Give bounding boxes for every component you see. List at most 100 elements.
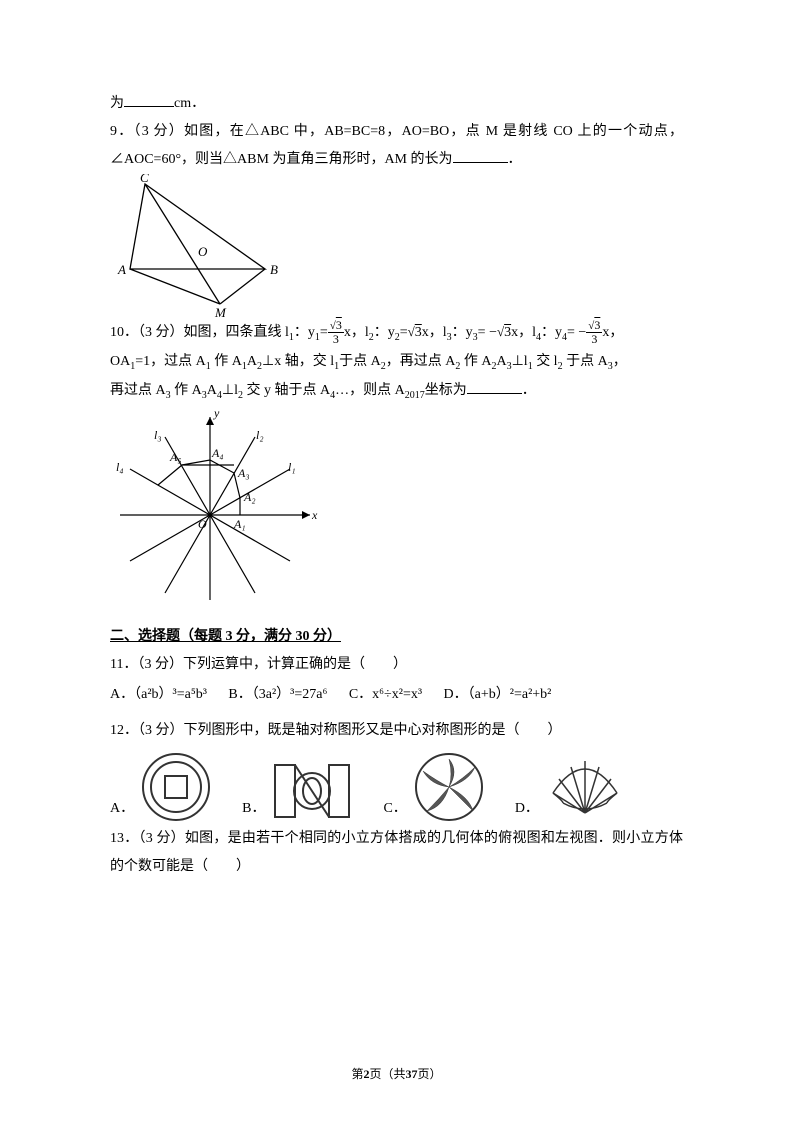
line-bm bbox=[220, 269, 265, 304]
lbl-l3: l₃ bbox=[154, 428, 162, 442]
page-footer: 第2页（共37页） bbox=[0, 1065, 793, 1082]
q10-l2: ：y bbox=[374, 325, 395, 340]
lbl-a1: A₁ bbox=[233, 517, 246, 531]
q8-unit: cm． bbox=[174, 96, 205, 111]
q10-a3: x，l bbox=[511, 325, 536, 340]
lbl-x: x bbox=[311, 508, 318, 522]
label-c: C bbox=[140, 174, 149, 185]
q11-stem: 11．（3 分）下列运算中，计算正确的是（ ） bbox=[110, 651, 683, 679]
q10l3h: ． bbox=[522, 383, 536, 398]
q10-l4: ：y bbox=[541, 325, 562, 340]
q10l2f: 于点 A bbox=[339, 354, 381, 369]
q11-b: B．（3a²）³=27a⁶ bbox=[228, 681, 327, 709]
line-cm bbox=[145, 184, 220, 304]
q10-line2: OA1=1，过点 A1 作 A1A2⊥x 轴，交 l1于点 A2，再过点 A2 … bbox=[110, 348, 683, 377]
q10-l3: ：y bbox=[452, 325, 473, 340]
q10l2a: OA bbox=[110, 354, 130, 369]
q9-suffix: ． bbox=[508, 152, 522, 167]
q10l3g: 坐标为 bbox=[425, 383, 467, 398]
q10l3c: A bbox=[207, 383, 217, 398]
q10l2j: ⊥l bbox=[512, 354, 528, 369]
q10-blank bbox=[467, 379, 522, 394]
section2-title: 二、选择题（每题 3 分，满分 30 分） bbox=[110, 623, 683, 651]
frac1-num: 3 bbox=[336, 318, 342, 332]
label-o: O bbox=[198, 244, 208, 259]
q12-cell-b: B． bbox=[242, 759, 353, 823]
label-a: A bbox=[117, 262, 126, 277]
shape-n-icon bbox=[271, 759, 353, 823]
shape-fan-icon bbox=[545, 751, 625, 823]
frac2: √33 bbox=[586, 319, 602, 346]
q10-a1: x，l bbox=[344, 325, 369, 340]
q11-c: C．x⁶÷x²=x³ bbox=[349, 681, 422, 709]
footer-prefix: 第 bbox=[351, 1067, 363, 1081]
lbl-a4: A₄ bbox=[211, 446, 224, 460]
page-content: 为 cm． 9．（3 分）如图，在△ABC 中，AB=BC=8，AO=BO，点 M… bbox=[0, 0, 793, 921]
q12-a-label: A． bbox=[110, 795, 134, 823]
frac1-den: 3 bbox=[328, 333, 344, 346]
lbl-l1: l₁ bbox=[288, 460, 296, 474]
shape-coin-icon bbox=[140, 751, 212, 823]
q11-choices: A．（a²b）³=a⁵b³ B．（3a²）³=27a⁶ C．x⁶÷x²=x³ D… bbox=[110, 681, 683, 709]
q12-shapes: A． B． C． bbox=[110, 751, 683, 823]
q11-a: A．（a²b）³=a⁵b³ bbox=[110, 681, 207, 709]
q12-cell-d: D． bbox=[515, 751, 625, 823]
q10-line3: 再过点 A3 作 A3A4⊥l2 交 y 轴于点 A4…，则点 A2017坐标为… bbox=[110, 377, 683, 406]
q10-eq4: = − bbox=[567, 325, 586, 340]
lbl-o: O bbox=[198, 517, 207, 531]
q12-d-label: D． bbox=[515, 795, 539, 823]
q10l2c: 作 A bbox=[211, 354, 242, 369]
lbl-l2: l₂ bbox=[256, 428, 264, 442]
q12-c-label: C． bbox=[383, 795, 406, 823]
sqrt3a: 3 bbox=[415, 325, 422, 340]
frac2-num: 3 bbox=[594, 318, 600, 332]
label-m: M bbox=[214, 305, 227, 319]
footer-suffix: 页） bbox=[418, 1067, 442, 1081]
q10l3d: ⊥l bbox=[222, 383, 238, 398]
q10l3f: …，则点 A bbox=[335, 383, 405, 398]
q10l2g: ，再过点 A bbox=[386, 354, 456, 369]
q10l2m: ， bbox=[613, 354, 627, 369]
x-arrow bbox=[302, 511, 310, 519]
q10l3a: 再过点 A bbox=[110, 383, 166, 398]
q10l3e: 交 y 轴于点 A bbox=[243, 383, 330, 398]
q10-eq2: = bbox=[400, 325, 408, 340]
q10-a4: x， bbox=[602, 325, 623, 340]
q9-text: 9．（3 分）如图，在△ABC 中，AB=BC=8，AO=BO，点 M 是射线 … bbox=[110, 124, 683, 167]
q10-l1: ：y bbox=[294, 325, 315, 340]
q10l2b: =1，过点 A bbox=[135, 354, 206, 369]
q10l2d: A bbox=[247, 354, 257, 369]
y-arrow bbox=[206, 417, 214, 425]
q10-line1: 10．（3 分）如图，四条直线 l1：y1=√33x，l2：y2=√3x，l3：… bbox=[110, 319, 683, 348]
q9-figure: C O A B M bbox=[110, 174, 290, 319]
lbl-l4: l₄ bbox=[116, 460, 124, 474]
q8-prefix: 为 bbox=[110, 96, 124, 111]
q10-prefix: 10．（3 分）如图，四条直线 l bbox=[110, 325, 289, 340]
label-b: B bbox=[270, 262, 278, 277]
q8-blank bbox=[124, 92, 174, 107]
q10-eq1: = bbox=[320, 325, 328, 340]
q10-figure: y x O l₁ l₂ l₃ l₄ A₁ A₂ A₃ A₄ A₅ bbox=[110, 405, 330, 605]
lbl-a3: A₃ bbox=[237, 466, 250, 480]
footer-total: 37 bbox=[406, 1067, 418, 1081]
q8-tail: 为 cm． bbox=[110, 90, 683, 118]
lbl-y: y bbox=[213, 406, 220, 420]
q12-b-label: B． bbox=[242, 795, 265, 823]
q10-a2: x，l bbox=[422, 325, 447, 340]
q11-d: D．（a+b）²=a²+b² bbox=[444, 681, 552, 709]
line-am bbox=[130, 269, 220, 304]
lbl-a2: A₂ bbox=[243, 490, 256, 504]
q10l2l: 于点 A bbox=[563, 354, 608, 369]
q10l2e: ⊥x 轴，交 l bbox=[262, 354, 334, 369]
frac1: √33 bbox=[328, 319, 344, 346]
q10l2k: 交 l bbox=[533, 354, 558, 369]
lbl-a5: A₅ bbox=[169, 450, 182, 464]
footer-mid: 页（共 bbox=[369, 1067, 405, 1081]
q10l2i: A bbox=[496, 354, 506, 369]
q10l2h: 作 A bbox=[460, 354, 491, 369]
q13-stem: 13．（3 分）如图，是由若干个相同的小立方体搭成的几何体的俯视图和左视图．则小… bbox=[110, 825, 683, 881]
q10-eq3: = − bbox=[478, 325, 497, 340]
q12-stem: 12．（3 分）下列图形中，既是轴对称图形又是中心对称图形的是（ ） bbox=[110, 717, 683, 745]
q9-blank bbox=[453, 148, 508, 163]
spiral bbox=[158, 460, 240, 515]
